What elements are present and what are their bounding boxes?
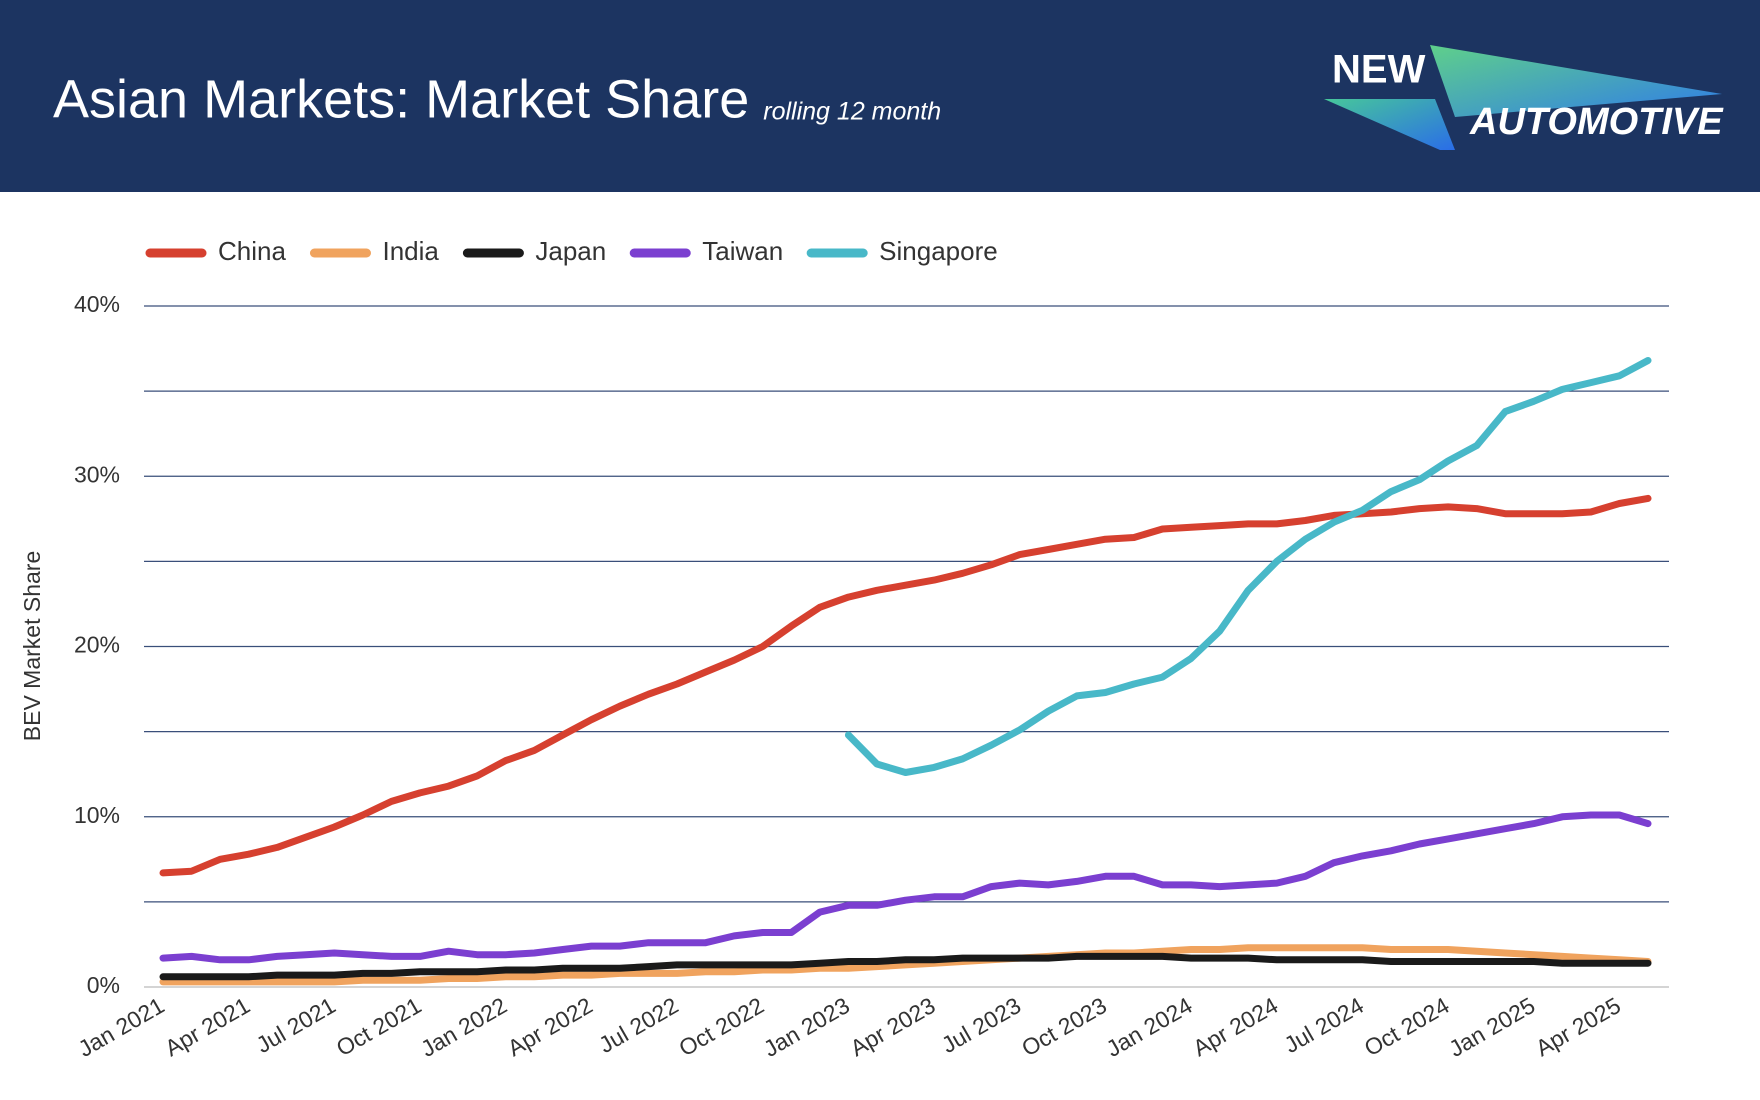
x-tick-label: Jul 2021 [252,992,340,1058]
logo: NEW AUTOMOTIVE [1324,45,1724,150]
logo-text: NEW [1332,48,1426,92]
x-tick-label: Jan 2021 [74,992,169,1062]
legend-label: Singapore [879,236,998,266]
x-tick-label: Oct 2023 [1017,992,1111,1061]
x-tick-label: Oct 2024 [1360,992,1454,1061]
x-tick-label: Apr 2025 [1531,992,1625,1061]
x-tick-label: Jul 2024 [1280,992,1368,1058]
x-tick-label: Jan 2025 [1444,992,1539,1062]
x-tick-label: Jan 2024 [1102,992,1197,1062]
chart-title: Asian Markets: Market Share [53,69,749,129]
x-tick-label: Oct 2022 [674,992,768,1061]
x-tick-label: Apr 2022 [503,992,597,1061]
x-tick-label: Oct 2021 [332,992,426,1061]
legend-label: India [382,236,439,266]
legend-label: China [218,236,286,266]
y-tick-label: 40% [74,291,120,317]
series-line [844,357,1652,776]
y-tick-label: 20% [74,632,120,658]
legend-label: Japan [535,236,606,266]
y-tick-label: 0% [87,972,120,998]
y-tick-label: 30% [74,461,120,487]
chart-subtitle: rolling 12 month [763,98,941,126]
x-tick-label: Jan 2022 [416,992,511,1062]
series-line [159,944,1652,986]
series-line [159,952,1652,981]
logo-shape [1324,99,1455,150]
x-tick-label: Apr 2024 [1188,992,1282,1061]
legend-label: Taiwan [702,236,783,266]
logo-shape [1430,45,1722,117]
y-tick-label: 10% [74,802,120,828]
x-tick-label: Apr 2021 [160,992,254,1061]
logo-text: AUTOMOTIVE [1469,101,1724,143]
y-axis-label: BEV Market Share [19,551,45,741]
x-tick-label: Jul 2023 [937,992,1025,1058]
x-tick-label: Apr 2023 [846,992,940,1061]
series-line [159,811,1652,964]
x-tick-label: Jan 2023 [759,992,854,1062]
x-tick-label: Jul 2022 [594,992,682,1058]
series-line [159,494,1652,877]
